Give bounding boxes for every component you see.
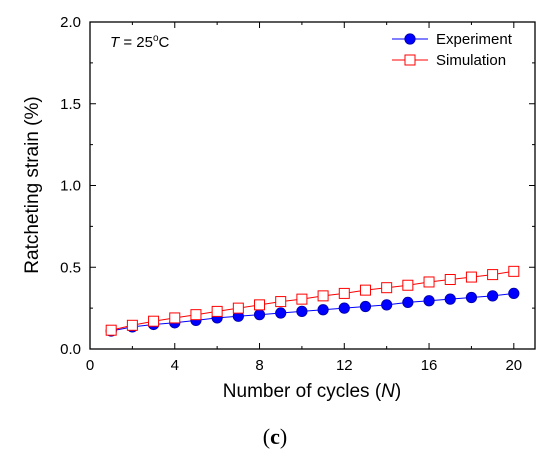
data-point-experiment (423, 295, 435, 307)
x-tick-label: 12 (336, 357, 353, 374)
data-point-simulation (317, 290, 329, 302)
x-axis-label: Number of cycles (N) (223, 381, 401, 402)
data-point-simulation (465, 271, 477, 283)
data-point-simulation (444, 274, 456, 286)
y-tick-label: 0.5 (60, 259, 81, 276)
y-tick-label: 0.0 (60, 341, 81, 358)
data-point-experiment (338, 302, 350, 314)
legend-marker-simulation (404, 54, 416, 66)
data-point-experiment (444, 293, 456, 305)
legend-label-simulation: Simulation (436, 52, 506, 69)
data-point-experiment (465, 291, 478, 304)
data-point-experiment (402, 296, 414, 309)
data-point-experiment (508, 287, 520, 300)
data-point-experiment (487, 290, 499, 302)
data-point-experiment (275, 307, 287, 319)
data-point-simulation (254, 299, 266, 311)
data-point-experiment (296, 305, 308, 317)
x-tick-label: 8 (255, 357, 263, 374)
data-point-experiment (381, 299, 393, 311)
temperature-annotation: T = 25oC (110, 33, 170, 51)
x-tick-label: 16 (421, 357, 438, 374)
data-point-simulation (381, 282, 393, 294)
legend: Experiment Simulation (392, 31, 513, 69)
data-point-simulation (105, 324, 117, 336)
data-point-simulation (296, 293, 308, 305)
data-point-experiment (359, 300, 372, 313)
legend-label-experiment: Experiment (436, 31, 513, 48)
x-tick-label: 0 (86, 357, 94, 374)
data-point-simulation (359, 284, 371, 296)
data-point-experiment (317, 304, 329, 316)
data-point-experiment (253, 309, 266, 321)
data-point-simulation (211, 305, 223, 317)
x-tick-label: 4 (171, 357, 179, 374)
data-point-simulation (169, 312, 181, 324)
axis-layer: 0 4 8 12 16 20 0.0 0.5 1.0 1.5 2.0 (60, 14, 535, 374)
x-tick-label: 20 (505, 357, 522, 374)
data-point-simulation (487, 269, 499, 281)
data-point-simulation (402, 279, 414, 291)
y-axis-label: Ratcheting strain (%) (22, 96, 43, 273)
data-point-simulation (232, 302, 244, 314)
data-point-simulation (275, 296, 287, 308)
data-point-simulation (423, 276, 435, 288)
data-point-simulation (190, 309, 202, 321)
data-point-simulation (126, 319, 138, 331)
data-point-simulation (148, 315, 160, 327)
plot-area (90, 22, 535, 349)
chart: 0 4 8 12 16 20 0.0 0.5 1.0 1.5 2.0 T = 25oC Experi… (22, 14, 536, 402)
series-layer (105, 265, 520, 337)
y-tick-label: 2.0 (60, 14, 81, 31)
data-point-simulation (338, 287, 350, 299)
data-point-simulation (508, 265, 520, 277)
y-tick-label: 1.0 (60, 178, 81, 195)
panel-label: (c) (262, 424, 288, 449)
y-tick-label: 1.5 (60, 96, 81, 113)
legend-marker-experiment (404, 33, 416, 45)
